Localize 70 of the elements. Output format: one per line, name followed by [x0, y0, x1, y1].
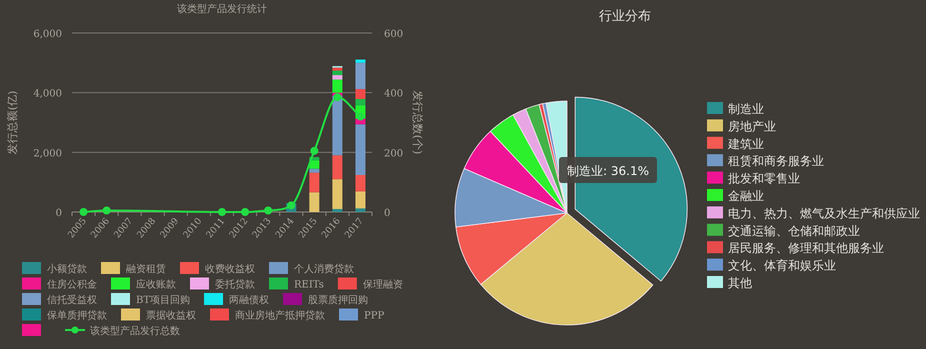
y2-tick-label: 400 [384, 88, 404, 100]
bar [355, 89, 366, 99]
bar [355, 191, 366, 208]
bar [355, 98, 366, 106]
y2-axis-title: 发行总数(个) [411, 90, 424, 154]
y-axis-title: 发行总额(亿) [6, 90, 19, 154]
legend-label: PPP [364, 310, 384, 322]
chart-title: 该类型产品发行统计 [177, 3, 267, 15]
point [264, 206, 272, 215]
y2-tick-label: 0 [384, 208, 390, 219]
legend-label: 该类型产品发行总数 [90, 325, 180, 337]
bar [332, 209, 342, 212]
text: 制造业: 36.1% [567, 164, 649, 178]
bar [355, 175, 366, 192]
point [80, 208, 88, 216]
y-tick-label: 6,000 [33, 29, 62, 40]
legend-label: 个人消费贷款 [294, 263, 354, 275]
bar [332, 80, 342, 93]
legend-label: 融资租赁 [126, 263, 166, 275]
point [356, 112, 364, 121]
legend-label: 收费收益权 [205, 263, 255, 275]
legend-label: 其他 [728, 276, 752, 290]
legend-label: 商业房地产抵押贷款 [235, 310, 325, 322]
legend-label: 保理融资 [362, 278, 403, 290]
bar [309, 192, 320, 212]
legend-label: 房地产业 [728, 119, 776, 134]
point [102, 206, 111, 215]
bar [332, 68, 342, 71]
legend-label: 两融债权 [229, 294, 270, 306]
legend-label: REITs [294, 280, 324, 290]
point [241, 208, 250, 216]
bar [355, 208, 366, 212]
legend-label: 电力、热力、燃气及水生产和供应业 [728, 206, 920, 220]
bar [355, 124, 366, 176]
point [333, 93, 342, 102]
y-tick-label: 2,000 [33, 148, 62, 160]
legend-label: 批发和零售业 [728, 172, 800, 186]
y-tick-label: 0 [56, 208, 62, 219]
legend-label: 保单质押贷款 [47, 310, 107, 322]
legend-label: 制造业 [728, 102, 764, 116]
legend-label: 交通运输、仓储和邮政业 [728, 224, 860, 238]
bar [332, 155, 342, 180]
point [287, 201, 296, 210]
y-tick-label: 4,000 [33, 88, 62, 100]
legend-label: 金融业 [728, 189, 764, 203]
legend-label: 票据收益权 [146, 310, 196, 322]
legend-label: 住房公积金 [47, 278, 97, 290]
legend-label: 委托贷款 [215, 278, 255, 290]
bar [332, 70, 342, 76]
legend-label: 信托受益权 [47, 294, 97, 306]
bar [332, 179, 342, 210]
point [310, 146, 318, 155]
legend-label: 租赁和商务服务业 [728, 154, 824, 168]
bar [309, 172, 320, 192]
legend-label: 居民服务、修理和其他服务业 [728, 241, 884, 256]
bar [332, 96, 342, 156]
legend-label: 建筑业 [727, 136, 764, 151]
bar [355, 62, 366, 90]
point [218, 208, 226, 216]
y2-tick-label: 200 [384, 148, 404, 160]
legend-label: BT项目回购 [136, 295, 190, 306]
bar [332, 75, 342, 80]
y2-tick-label: 600 [384, 29, 404, 40]
legend-label: 文化、体育和娱乐业 [728, 258, 836, 273]
chart-title: 行业分布 [599, 9, 651, 24]
legend-label: 股票质押回购 [308, 294, 368, 306]
legend-label: 小额贷款 [47, 263, 87, 275]
bar [355, 60, 366, 63]
bar [309, 168, 320, 173]
legend-label: 应收账款 [136, 278, 176, 290]
